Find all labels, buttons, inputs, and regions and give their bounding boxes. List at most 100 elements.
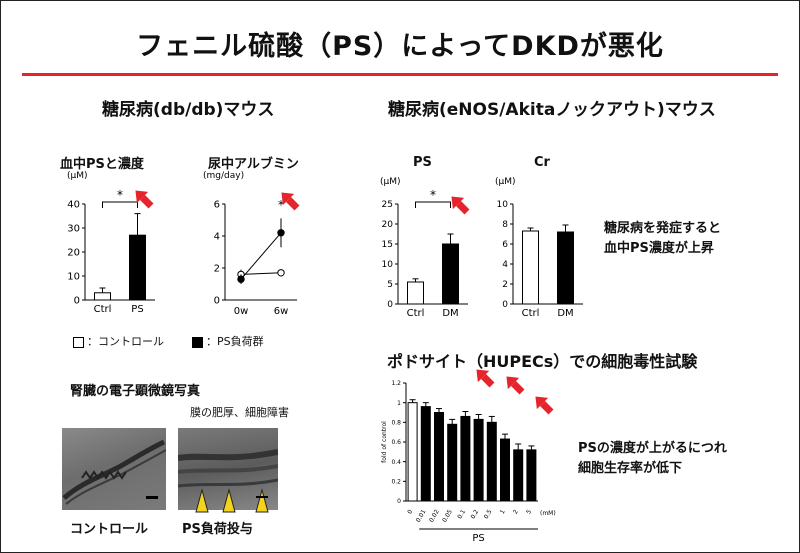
- series-line: [240, 272, 282, 275]
- arrow-shaft: [511, 381, 525, 395]
- y-tick-label: 0: [387, 300, 393, 310]
- y-axis-label: (mg/day): [203, 171, 244, 181]
- bar: [407, 281, 424, 305]
- significance-star: *: [430, 188, 436, 202]
- y-tick-label: 15: [382, 240, 393, 250]
- y-tick-label: 0.6: [391, 439, 401, 446]
- arrow-shaft: [140, 195, 154, 209]
- y-tick-label: 30: [67, 224, 80, 235]
- em-scale-bar: [256, 496, 268, 498]
- y-tick-label: 0.8: [391, 419, 401, 426]
- y-axis-label: (μM): [67, 171, 88, 181]
- y-axis-label: fold of control: [381, 421, 388, 463]
- x-tick-label: 0.1: [456, 508, 467, 520]
- bar: [442, 243, 459, 305]
- podo-heading: ポドサイト（HUPECs）での細胞毒性試験: [387, 352, 698, 371]
- arrow-head: [535, 396, 549, 410]
- y-tick-label: 0.2: [391, 478, 401, 485]
- significance-bracket: [415, 201, 451, 208]
- y-tick-label: 0: [397, 498, 401, 505]
- y-tick-label: 0: [502, 300, 508, 310]
- x-tick-label: 0.5: [483, 508, 494, 520]
- significance-bracket: [102, 201, 138, 208]
- albumin-title: 尿中アルブミン: [208, 157, 299, 172]
- right-heading: 糖尿病(eNOS/Akitaノックアウト)マウス: [388, 100, 716, 120]
- bar: [500, 438, 510, 502]
- bar: [407, 402, 418, 502]
- y-tick-label: 0.4: [391, 459, 401, 466]
- y-tick-label: 25: [382, 200, 393, 210]
- y-tick-label: 20: [382, 220, 394, 230]
- arrow-head: [451, 196, 465, 210]
- x-tick-label: DM: [442, 308, 458, 319]
- bar: [420, 406, 431, 502]
- legend-ps: ：PS負荷群: [192, 333, 264, 349]
- bar: [557, 231, 574, 305]
- red-arrow-icon: [135, 190, 154, 209]
- em-heading: 腎臓の電子顕微鏡写真: [70, 384, 201, 399]
- arrow-head: [281, 192, 295, 206]
- x-tick-label: 0.2: [469, 508, 480, 520]
- y-tick-label: 4: [214, 232, 220, 243]
- x-tick-label: PS: [131, 304, 143, 315]
- data-point: [277, 269, 285, 277]
- bar: [486, 421, 497, 502]
- y-tick-label: 2: [502, 280, 508, 290]
- arrow-shaft: [286, 197, 300, 211]
- y-axis-label: (μM): [380, 177, 401, 187]
- x-axis-label: PS: [472, 533, 484, 544]
- bar: [526, 449, 537, 502]
- y-tick-label: 8: [502, 220, 508, 230]
- yellow-triangle-icon: [195, 488, 209, 513]
- x-tick-label: 0w: [234, 306, 249, 317]
- significance-star: *: [117, 188, 123, 202]
- enos-note-line1: 糖尿病を発症すると: [604, 221, 722, 236]
- legend-control-label: ：コントロール: [87, 335, 164, 348]
- arrow-head: [506, 376, 520, 390]
- podo-note: PSの濃度が上がるにつれ 細胞生存率が低下: [578, 439, 727, 479]
- bar: [513, 449, 524, 502]
- y-tick-label: 40: [67, 200, 80, 211]
- x-tick-label: 1: [499, 508, 507, 515]
- series-line: [240, 232, 282, 280]
- bar: [473, 418, 484, 502]
- x-tick-label: 6w: [274, 306, 289, 317]
- significance-star: *: [278, 198, 284, 212]
- y-tick-label: 20: [67, 248, 80, 259]
- arrow-shaft: [481, 374, 495, 388]
- left-heading: 糖尿病(db/db)マウス: [102, 100, 275, 120]
- y-tick-label: 10: [382, 260, 394, 270]
- enos-ps-chart: 0 5 10 15 20 25 (μM) Ctrl DM *: [380, 177, 468, 319]
- red-arrow-icon: [535, 396, 554, 415]
- arrow-shaft: [456, 201, 470, 215]
- x-tick-label: 0.01: [415, 508, 428, 523]
- bar: [447, 423, 458, 502]
- y-tick-label: 6: [502, 240, 508, 250]
- enos-ps-title: PS: [413, 155, 432, 170]
- legend-control-swatch: [73, 336, 84, 348]
- x-tick-label: DM: [557, 308, 573, 319]
- legend-ps-swatch: [192, 336, 203, 348]
- albumin-chart: 0 2 4 6 (mg/day) 0w 6w *: [203, 171, 297, 317]
- arrow-head: [476, 369, 490, 383]
- x-tick-label: 2: [512, 508, 520, 515]
- y-tick-label: 5: [387, 280, 393, 290]
- x-tick-label: Ctrl: [94, 304, 112, 315]
- bar: [522, 230, 539, 305]
- red-arrow-icon: [281, 192, 300, 211]
- podo-note-line2: 細胞生存率が低下: [578, 461, 683, 476]
- y-axis-label: (μM): [495, 177, 516, 187]
- y-tick-label: 0: [214, 296, 220, 307]
- em-caption-control: コントロール: [70, 522, 149, 537]
- y-tick-label: 1.2: [391, 380, 401, 387]
- podo-note-line1: PSの濃度が上がるにつれ: [578, 441, 727, 456]
- em-caption-ps: PS負荷投与: [182, 522, 253, 537]
- y-tick-label: 2: [214, 264, 220, 275]
- enos-cr-title: Cr: [534, 155, 550, 170]
- arrow-head: [135, 190, 149, 204]
- em-annotation: 膜の肥厚、細胞障害: [190, 406, 289, 419]
- y-tick-label: 0: [74, 296, 80, 307]
- em-ps-texture: [178, 449, 278, 488]
